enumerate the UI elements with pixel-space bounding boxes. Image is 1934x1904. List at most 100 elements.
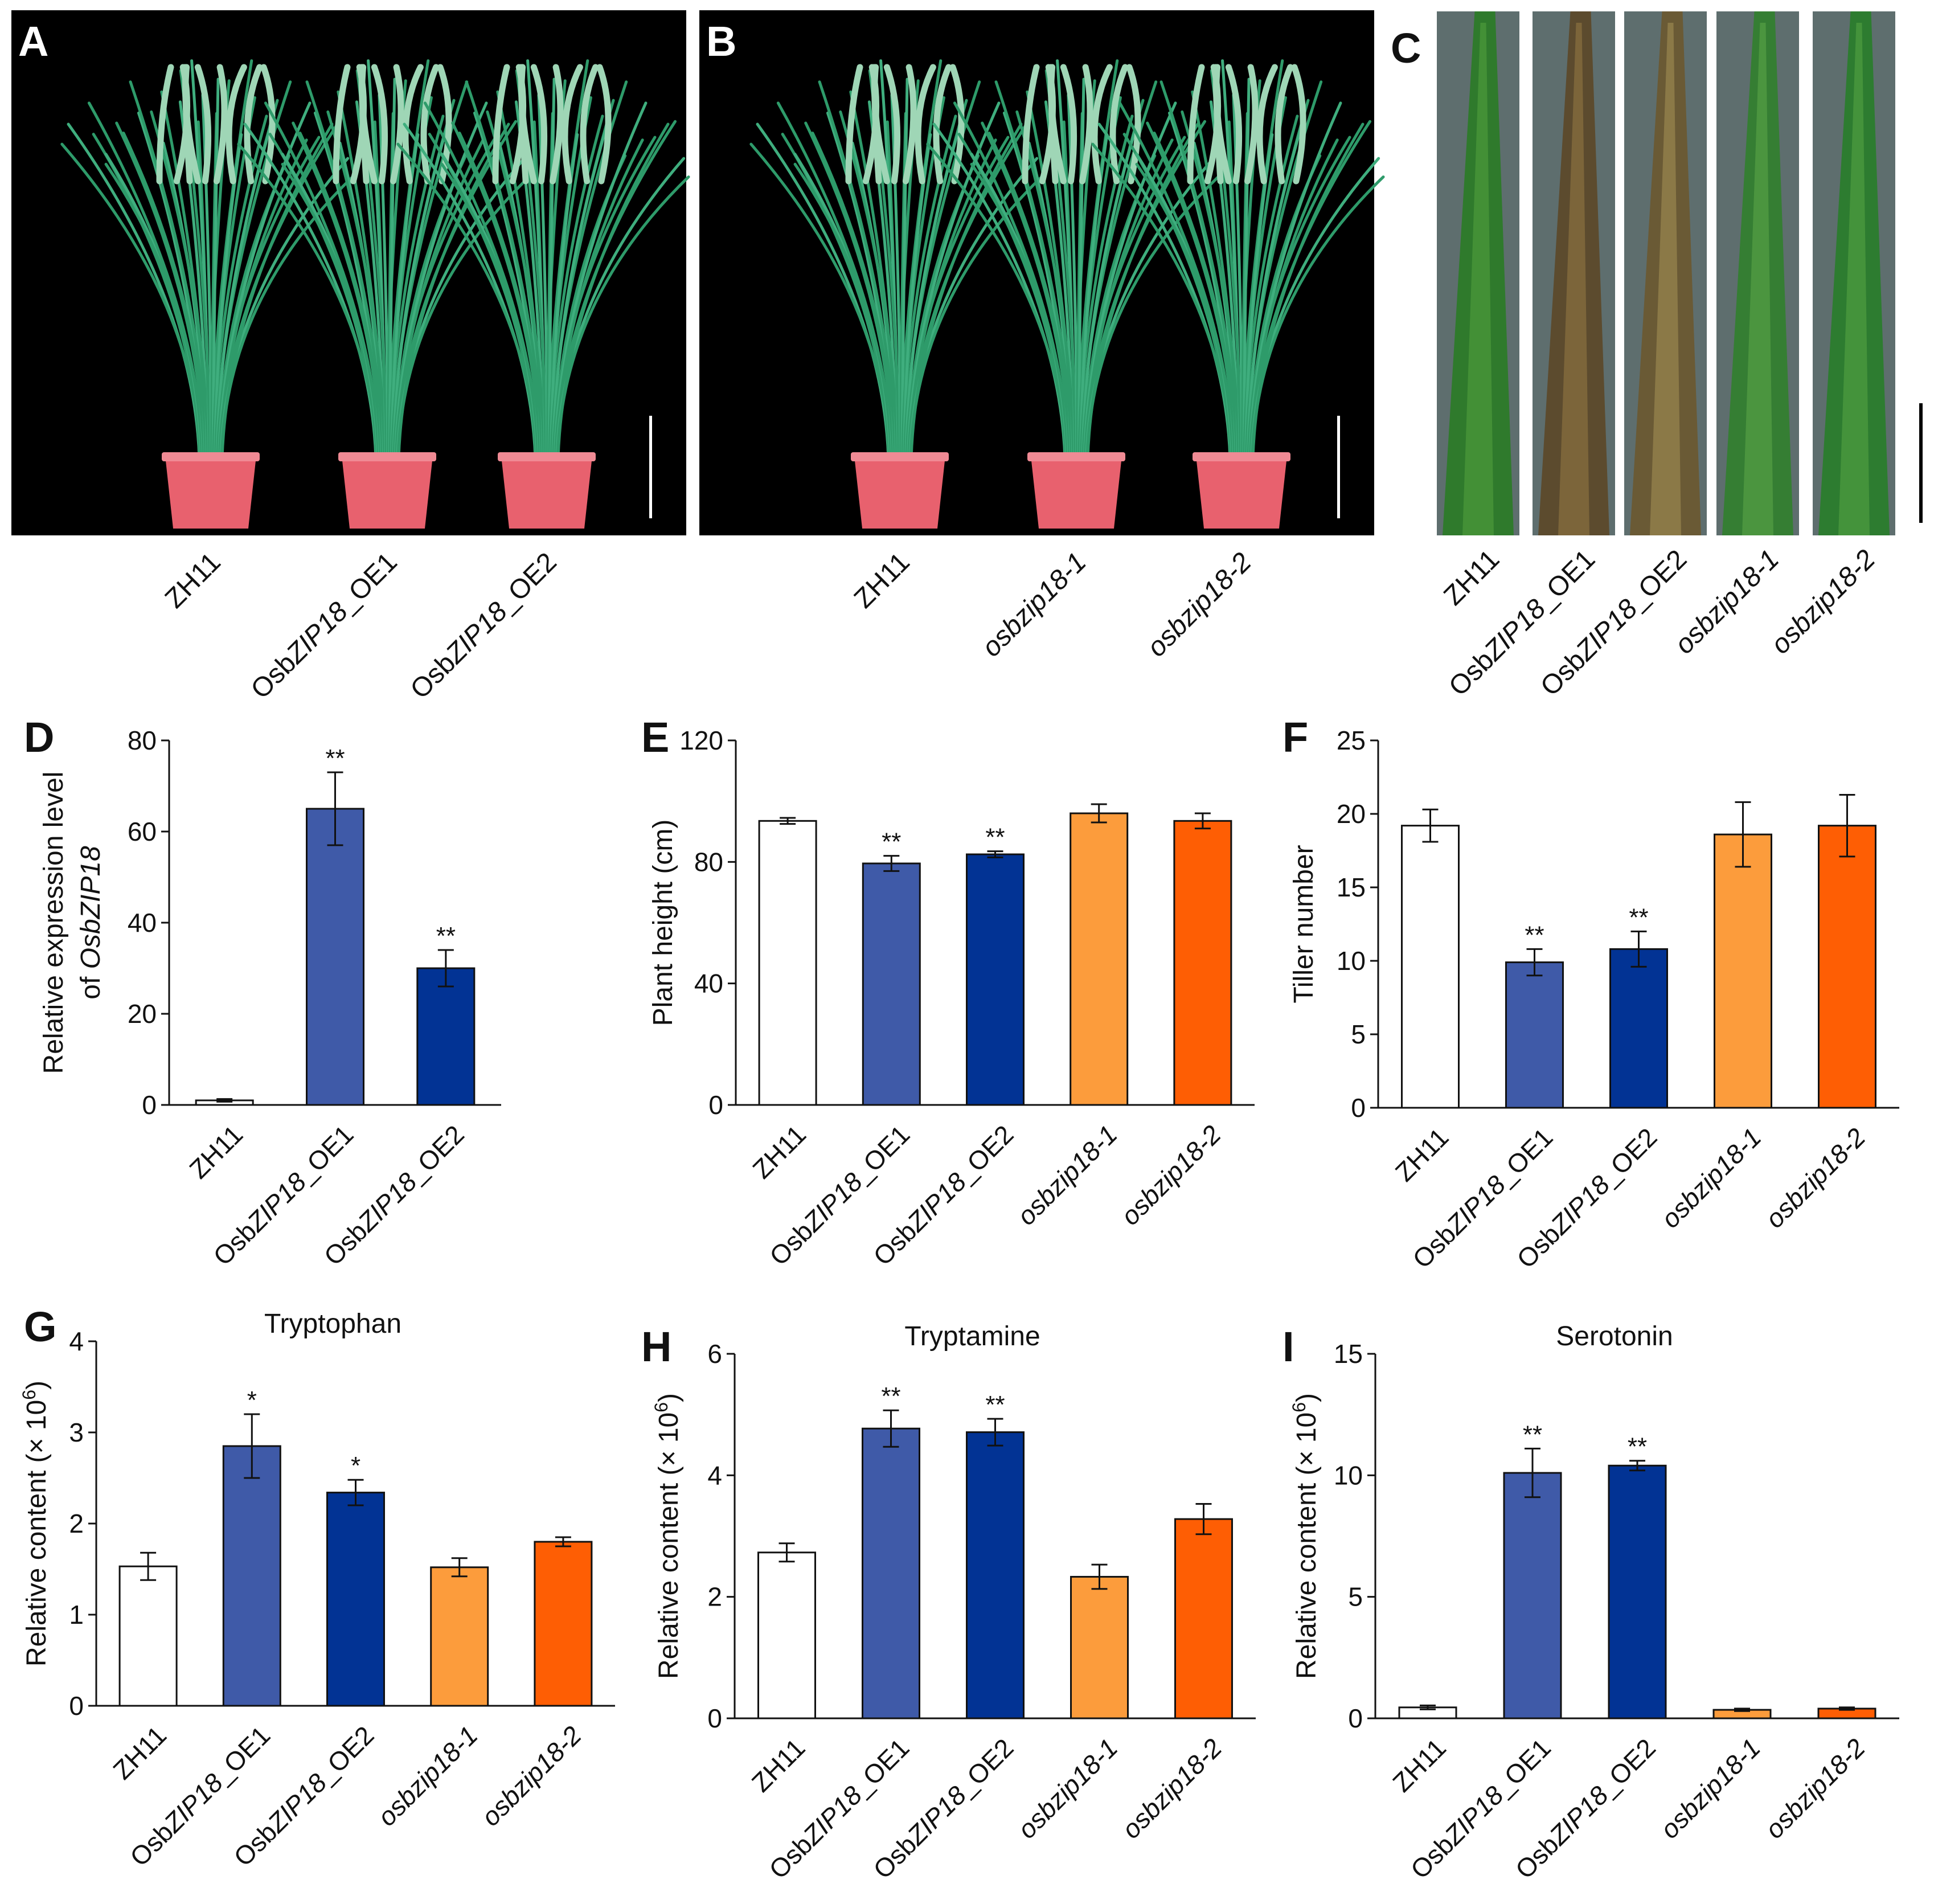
y-tick-label: 25 xyxy=(1337,726,1366,755)
rice-leaf xyxy=(1242,77,1251,460)
chart-e: 04080120ZH11**OsbZIP18_OE1**OsbZIP18_OE2… xyxy=(648,726,1255,1271)
bar xyxy=(1714,833,1772,1109)
x-category-label: osbzip18-1 xyxy=(1656,1122,1767,1234)
bar xyxy=(966,853,1025,1106)
plant-pot xyxy=(342,456,433,529)
x-category-label: ZH11 xyxy=(1390,1122,1454,1187)
rice-leaf xyxy=(396,142,538,460)
bar xyxy=(862,862,921,1106)
rice-panicle xyxy=(194,64,212,185)
plant-pot xyxy=(165,456,256,529)
rice-panicle xyxy=(596,64,612,185)
y-axis-title: Relative expression level xyxy=(39,772,69,1074)
photo-genotype-label: ZH11 xyxy=(159,547,227,614)
rice-panicle xyxy=(226,64,247,185)
significance-mark: ** xyxy=(881,1382,900,1410)
pot-rim xyxy=(498,452,596,461)
panel-letter: F xyxy=(1282,714,1308,761)
y-tick-label: 10 xyxy=(1337,946,1366,976)
plant-pot xyxy=(854,456,945,529)
rice-panicle xyxy=(402,64,424,185)
rice-leaf xyxy=(900,77,909,460)
bar xyxy=(326,1492,385,1707)
panel-letter: A xyxy=(18,18,48,65)
panel-a-photo xyxy=(11,10,690,535)
rice-panicle xyxy=(371,64,388,185)
rice-plant xyxy=(1091,59,1385,529)
rice-leaf xyxy=(547,77,556,460)
rice-panicle xyxy=(333,64,351,185)
rice-leaf xyxy=(1181,110,1240,460)
panel-c-photo xyxy=(1437,11,1923,535)
y-tick-label: 4 xyxy=(707,1460,722,1490)
y-tick-label: 20 xyxy=(128,999,157,1029)
bar xyxy=(430,1566,489,1707)
rice-panicle xyxy=(244,64,263,185)
chart-title: Serotonin xyxy=(1556,1321,1673,1352)
rice-panicle xyxy=(492,64,510,185)
bar xyxy=(757,1551,816,1719)
leaf-highlight xyxy=(1650,23,1681,535)
y-tick-label: 0 xyxy=(69,1691,84,1721)
y-tick-label: 40 xyxy=(128,908,157,937)
y-tick-label: 5 xyxy=(1348,1582,1363,1612)
pot-rim xyxy=(338,452,436,461)
leaf-highlight xyxy=(1462,23,1494,535)
rice-leaf xyxy=(1118,101,1235,460)
rice-plant xyxy=(926,59,1220,529)
rice-leaf xyxy=(1081,117,1140,460)
bar xyxy=(118,1565,178,1707)
x-category-label: osbzip18-2 xyxy=(1115,1119,1227,1231)
rice-panicle xyxy=(1060,64,1077,185)
rice-leaf xyxy=(909,122,1023,460)
rice-leaf xyxy=(1077,77,1085,460)
photo-genotype-label: osbzip18-2 xyxy=(1765,544,1882,660)
significance-mark: ** xyxy=(1628,1433,1647,1461)
chart-i: 051015ZH11**OsbZIP18_OE1**OsbZIP18_OE2os… xyxy=(1289,1321,1899,1885)
rice-panicle xyxy=(933,64,952,185)
bar xyxy=(1401,825,1460,1109)
y-tick-label: 4 xyxy=(69,1326,84,1356)
bar xyxy=(758,820,817,1106)
y-tick-label: 0 xyxy=(1351,1093,1366,1123)
rice-leaf xyxy=(839,110,899,460)
scale-bar xyxy=(649,416,652,518)
significance-mark: ** xyxy=(1629,903,1648,931)
bar xyxy=(1070,812,1129,1106)
bar xyxy=(306,808,364,1106)
y-tick-label: 120 xyxy=(679,726,723,755)
rice-panicle xyxy=(420,64,440,185)
rice-leaf xyxy=(1015,110,1075,460)
pot-rim xyxy=(1193,452,1290,461)
panel-letter: G xyxy=(24,1303,57,1350)
bar xyxy=(862,1427,920,1719)
significance-mark: * xyxy=(351,1452,360,1480)
x-category-label: ZH11 xyxy=(746,1733,811,1797)
rice-leaf xyxy=(556,122,670,460)
y-axis-title: Relative content (× 106) xyxy=(1289,1393,1322,1679)
photo-genotype-label: OsbZIP18_OE1 xyxy=(245,547,403,705)
rice-panicle xyxy=(915,64,936,185)
y-tick-label: 0 xyxy=(1348,1704,1363,1733)
x-category-label: osbzip18-1 xyxy=(1654,1733,1766,1844)
bar xyxy=(1070,1575,1129,1719)
y-tick-label: 6 xyxy=(707,1339,722,1369)
y-axis-title: Plant height (cm) xyxy=(648,820,678,1026)
rice-panicle xyxy=(1079,64,1093,185)
y-tick-label: 0 xyxy=(142,1090,157,1120)
y-axis-title: Tiller number xyxy=(1289,845,1319,1003)
y-tick-label: 20 xyxy=(1337,799,1366,829)
bar xyxy=(1818,825,1876,1109)
y-axis-title: Relative content (× 106) xyxy=(19,1381,52,1666)
rice-plant xyxy=(749,59,1043,529)
rice-panicle xyxy=(549,64,564,185)
rice-panicle xyxy=(1109,64,1129,185)
photo-genotype-label: ZH11 xyxy=(1438,544,1505,611)
y-axis-title: of OsbZIP18 xyxy=(76,846,106,1000)
bar xyxy=(1609,948,1668,1109)
chart-g: 01234ZH11*OsbZIP18_OE1*OsbZIP18_OE2osbzi… xyxy=(19,1309,615,1872)
x-category-label: osbzip18-1 xyxy=(372,1720,484,1832)
rice-leaf xyxy=(926,142,1068,460)
leaf-highlight xyxy=(1838,23,1870,535)
